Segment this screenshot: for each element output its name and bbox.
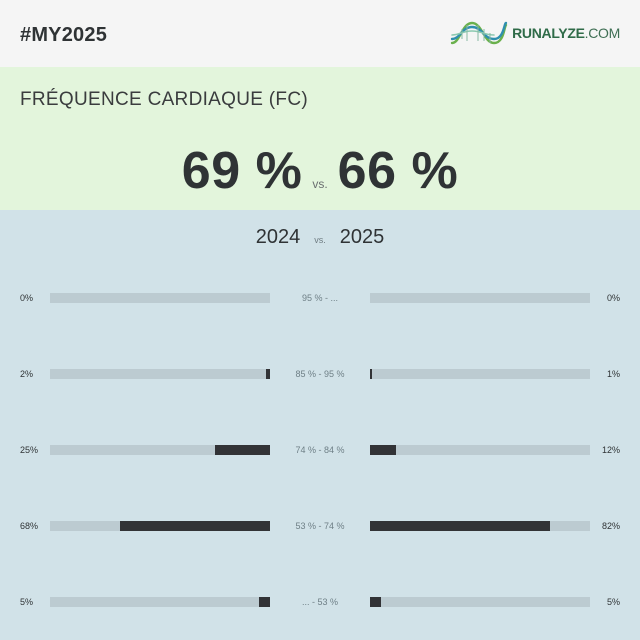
zone-bar-fill-2025 [370,369,372,379]
brand-name: RUNALYZE.COM [512,25,620,41]
zone-row: 68% 53 % - 74 % 82% [0,520,640,532]
zone-range-label: 85 % - 95 % [295,369,345,379]
zone-row: 2% 85 % - 95 % 1% [0,368,640,380]
zone-row: 5% ... - 53 % 5% [0,596,640,608]
zone-bar-fill-2025 [370,445,396,455]
zone-bar-2024 [50,521,270,531]
zone-bar-2025 [370,369,590,379]
zone-percent-2025: 82% [601,521,620,531]
zone-percent-2024: 0% [20,293,34,303]
year-right: 2025 [339,226,385,248]
year-header: 2024 vs. 2025 [0,226,640,249]
zone-row: 25% 74 % - 84 % 12% [0,444,640,456]
header-bar: #MY2025 RUNALYZE.COM [0,0,640,67]
zone-bar-2025 [370,597,590,607]
zone-range-label: 53 % - 74 % [295,521,345,531]
metric-title: FRÉQUENCE CARDIAQUE (FC) [20,89,308,110]
zone-bar-2024 [50,597,270,607]
hashtag-title: #MY2025 [20,24,108,46]
zone-percent-2025: 5% [606,597,620,607]
zone-bar-2025 [370,293,590,303]
zone-range-label: ... - 53 % [301,597,338,607]
zone-bar-2025 [370,521,590,531]
zone-range-label: 74 % - 84 % [295,445,345,455]
zone-bar-fill-2024 [259,597,270,607]
zone-bar-2024 [50,445,270,455]
zone-percent-2024: 68% [20,521,39,531]
year-vs-label: vs. [314,235,326,245]
value-2025: 66 % [337,142,459,200]
zone-percent-2025: 1% [606,369,620,379]
value-2024: 69 % [181,142,303,200]
zone-range-label: 95 % - ... [301,293,338,303]
zone-bar-fill-2024 [215,445,270,455]
zone-percent-2024: 5% [20,597,34,607]
brand-name-domain: .COM [584,25,621,41]
zone-bar-fill-2025 [370,597,381,607]
hero-summary: FRÉQUENCE CARDIAQUE (FC) 69 % vs. 66 % [0,67,640,210]
hero-values: 69 % vs. 66 % [0,141,640,201]
year-left: 2024 [255,226,301,248]
zone-percent-2025: 0% [606,293,620,303]
zone-bar-fill-2024 [266,369,270,379]
zone-percent-2024: 2% [20,369,34,379]
zone-bar-2025 [370,445,590,455]
zone-bar-fill-2025 [370,521,550,531]
zone-bar-2024 [50,293,270,303]
brand-name-bold: RUNALYZE [512,25,585,41]
brand-logo-link[interactable]: RUNALYZE.COM [450,18,620,48]
zone-bar-fill-2024 [120,521,270,531]
zone-percent-2024: 25% [20,445,39,455]
zone-bar-2024 [50,369,270,379]
zone-row: 0% 95 % - ... 0% [0,292,640,304]
zone-percent-2025: 12% [601,445,620,455]
runalyze-dna-logo-icon [450,21,508,45]
hero-vs-label: vs. [312,177,328,191]
